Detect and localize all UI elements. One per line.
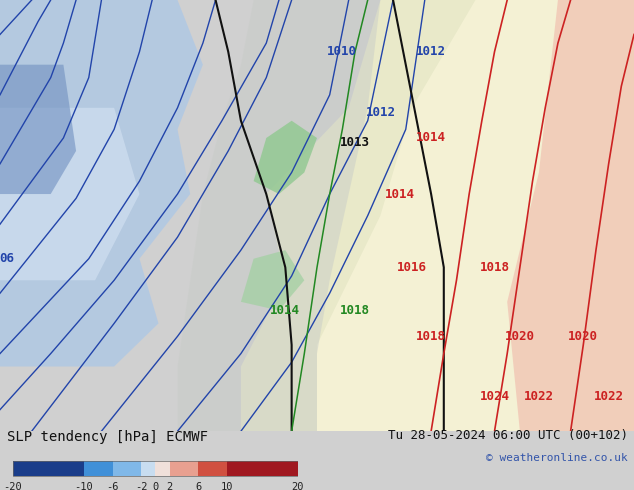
Polygon shape xyxy=(0,0,203,367)
Bar xyxy=(13,461,84,476)
Text: -6: -6 xyxy=(107,482,119,490)
Polygon shape xyxy=(0,108,139,280)
Polygon shape xyxy=(507,0,634,431)
Text: -2: -2 xyxy=(135,482,147,490)
Text: 1012: 1012 xyxy=(365,106,396,119)
Text: 20: 20 xyxy=(292,482,304,490)
Polygon shape xyxy=(241,250,304,311)
Text: 1014: 1014 xyxy=(416,131,446,145)
Text: 1020: 1020 xyxy=(568,330,598,343)
Text: 1022: 1022 xyxy=(593,390,624,403)
Polygon shape xyxy=(0,65,76,194)
Text: 1013: 1013 xyxy=(340,136,370,149)
Text: 1014: 1014 xyxy=(384,188,415,200)
Text: © weatheronline.co.uk: © weatheronline.co.uk xyxy=(486,453,628,463)
Text: 0: 0 xyxy=(152,482,158,490)
Text: -20: -20 xyxy=(3,482,22,490)
Bar xyxy=(84,461,113,476)
Text: 2: 2 xyxy=(167,482,172,490)
Text: Tu 28-05-2024 06:00 UTC (00+102): Tu 28-05-2024 06:00 UTC (00+102) xyxy=(388,429,628,442)
Bar xyxy=(141,461,155,476)
Polygon shape xyxy=(254,121,317,194)
Text: 1020: 1020 xyxy=(505,330,535,343)
Bar xyxy=(155,461,170,476)
Text: 1012: 1012 xyxy=(416,45,446,58)
Text: 1010: 1010 xyxy=(327,45,358,58)
Text: 1022: 1022 xyxy=(524,390,554,403)
Text: 1024: 1024 xyxy=(479,390,510,403)
Text: 1018: 1018 xyxy=(340,304,370,317)
Text: 06: 06 xyxy=(0,252,14,265)
Text: 10: 10 xyxy=(221,482,233,490)
Bar xyxy=(198,461,227,476)
Bar xyxy=(170,461,198,476)
Bar xyxy=(113,461,141,476)
Text: 1016: 1016 xyxy=(397,261,427,274)
Bar xyxy=(13,461,298,476)
Text: 1014: 1014 xyxy=(270,304,301,317)
Text: 1018: 1018 xyxy=(416,330,446,343)
Text: -10: -10 xyxy=(75,482,93,490)
Text: 1018: 1018 xyxy=(479,261,510,274)
Polygon shape xyxy=(317,0,634,431)
Polygon shape xyxy=(241,0,634,431)
Text: 6: 6 xyxy=(195,482,201,490)
Polygon shape xyxy=(178,0,380,431)
Bar xyxy=(227,461,298,476)
Text: SLP tendency [hPa] ECMWF: SLP tendency [hPa] ECMWF xyxy=(7,430,208,444)
